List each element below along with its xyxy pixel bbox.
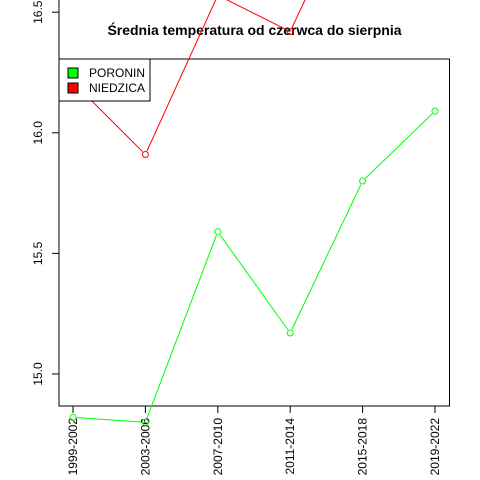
y-tick-label: 16.0 (31, 121, 45, 145)
chart-title: Średnia temperatura od czerwca do sierpn… (107, 21, 401, 38)
x-tick-label: 2011-2014 (283, 418, 297, 475)
legend-box (58, 58, 151, 102)
series-segment-poronin (76, 417, 142, 423)
legend-label-poronin: PORONIN (89, 66, 145, 80)
series-segment-niedzica (226, 0, 287, 31)
data-point-poronin (286, 329, 294, 337)
data-point-poronin (69, 413, 77, 421)
y-tick-label: 15.0 (31, 362, 45, 386)
x-tick-label: 2019-2022 (428, 418, 442, 476)
series-segment-niedzica (146, 0, 217, 152)
series-segment-poronin (291, 184, 362, 330)
x-axis: 1999-2002 2003-2006 2007-2010 2011-2014 2015… (66, 405, 442, 476)
legend-label-niedzica: NIEDZICA (89, 81, 145, 95)
data-point-niedzica (286, 27, 294, 35)
series-segment-poronin (365, 113, 433, 179)
legend-swatch-niedzica (67, 82, 79, 94)
x-tick-label: 2015-2018 (356, 418, 370, 476)
series-segment-poronin (146, 235, 217, 419)
x-tick-label: 1999-2002 (66, 418, 80, 476)
legend-swatch-poronin (67, 67, 79, 79)
y-tick-label: 15.5 (31, 241, 45, 265)
data-point-niedzica (141, 151, 149, 159)
y-axis: 15.015.516.016.517.017.5 (31, 0, 60, 386)
data-point-poronin (431, 107, 439, 115)
x-tick-label: 2003-2006 (138, 418, 152, 476)
series-segment-niedzica (291, 0, 306, 29)
series-segment-poronin (219, 234, 289, 331)
y-tick-label: 16.5 (31, 0, 45, 24)
x-tick-label: 2007-2010 (211, 418, 225, 476)
data-point-poronin (141, 418, 149, 426)
data-point-poronin (359, 177, 367, 185)
data-point-poronin (214, 228, 222, 236)
